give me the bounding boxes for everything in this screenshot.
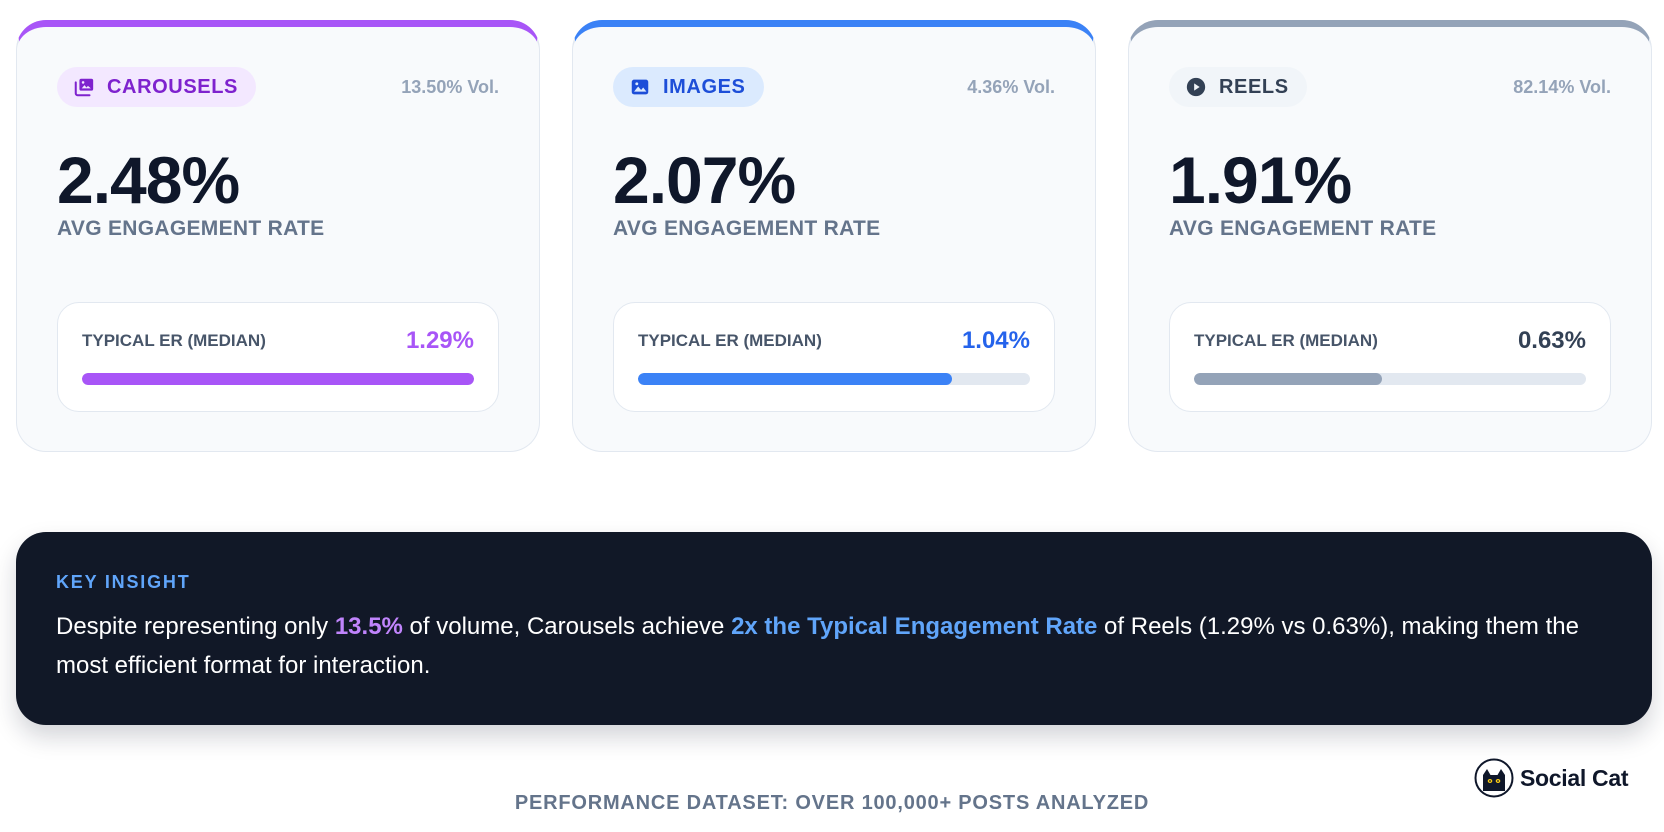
card-header: CAROUSELS 13.50% Vol. [57, 67, 499, 107]
median-panel: TYPICAL ER (MEDIAN) 1.04% [613, 302, 1055, 412]
avg-engagement-label: AVG ENGAGEMENT RATE [57, 217, 325, 240]
volume-share: 13.50% Vol. [401, 76, 499, 97]
median-label: TYPICAL ER (MEDIAN) [82, 331, 266, 350]
volume-share: 82.14% Vol. [1513, 76, 1611, 97]
volume-share: 4.36% Vol. [967, 76, 1055, 97]
median-label: TYPICAL ER (MEDIAN) [638, 331, 822, 350]
format-badge-carousels: CAROUSELS [57, 67, 256, 107]
format-badge-label: CAROUSELS [107, 75, 238, 98]
insight-text-part: of volume, Carousels achieve [402, 613, 732, 640]
key-insight-text: Despite representing only 13.5% of volum… [56, 607, 1612, 685]
card-reels: REELS 82.14% Vol. 1.91% AVG ENGAGEMENT R… [1128, 20, 1652, 452]
median-bar-fill [1194, 373, 1383, 385]
median-bar-track [82, 373, 474, 385]
brand-name: Social Cat [1520, 764, 1629, 791]
avg-engagement-label: AVG ENGAGEMENT RATE [613, 217, 881, 240]
dataset-footer: PERFORMANCE DATASET: OVER 100,000+ POSTS… [514, 792, 1150, 814]
key-insight-panel: KEY INSIGHT Despite representing only 13… [16, 532, 1652, 725]
insight-text-part: Despite representing only [56, 613, 335, 640]
median-value: 0.63% [1517, 327, 1586, 354]
cat-logo-icon [1474, 758, 1514, 798]
image-icon [629, 76, 651, 98]
card-carousels: CAROUSELS 13.50% Vol. 2.48% AVG ENGAGEME… [16, 20, 540, 452]
format-badge-images: IMAGES [613, 67, 764, 107]
brand-logo: Social Cat [1474, 758, 1629, 798]
insight-highlight-rate: 2x the Typical Engagement Rate [731, 613, 1098, 640]
median-panel: TYPICAL ER (MEDIAN) 1.29% [57, 302, 499, 412]
format-badge-label: REELS [1219, 75, 1289, 98]
median-bar-track [638, 373, 1030, 385]
median-bar-track [1194, 373, 1586, 385]
median-bar-fill [638, 373, 952, 385]
carousel-icon [73, 76, 95, 98]
play-icon [1185, 76, 1207, 98]
avg-engagement-value: 2.07% [613, 143, 796, 217]
format-badge-reels: REELS [1169, 67, 1307, 107]
avg-engagement-value: 1.91% [1169, 143, 1352, 217]
avg-engagement-value: 2.48% [57, 143, 240, 217]
median-label: TYPICAL ER (MEDIAN) [1194, 331, 1378, 350]
median-panel: TYPICAL ER (MEDIAN) 0.63% [1169, 302, 1611, 412]
median-value: 1.29% [405, 327, 474, 354]
card-images: IMAGES 4.36% Vol. 2.07% AVG ENGAGEMENT R… [572, 20, 1096, 452]
median-value: 1.04% [961, 327, 1030, 354]
format-badge-label: IMAGES [663, 75, 746, 98]
insight-highlight-volume: 13.5% [334, 613, 403, 640]
insight-text-part: of Reels (1.29% vs 0.63%), making them t… [56, 613, 1579, 679]
card-header: REELS 82.14% Vol. [1169, 67, 1611, 107]
median-bar-fill [82, 373, 474, 385]
avg-engagement-label: AVG ENGAGEMENT RATE [1169, 217, 1437, 240]
format-cards: CAROUSELS 13.50% Vol. 2.48% AVG ENGAGEME… [16, 20, 1652, 452]
card-header: IMAGES 4.36% Vol. [613, 67, 1055, 107]
key-insight-label: KEY INSIGHT [56, 572, 191, 592]
